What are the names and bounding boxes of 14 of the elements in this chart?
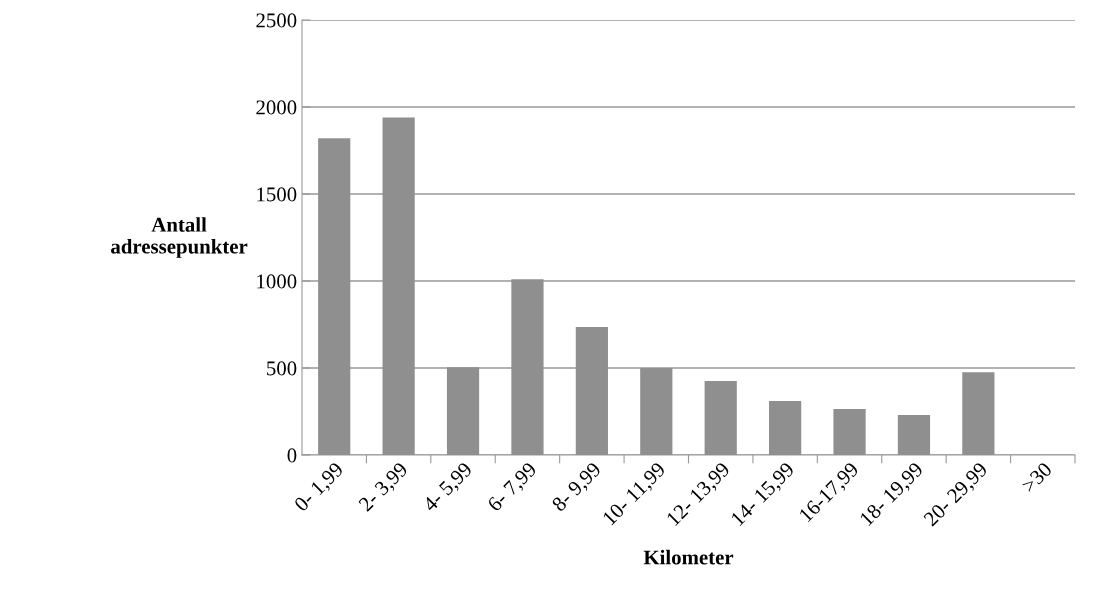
y-axis-title: Antall adressepunkter [111, 217, 248, 258]
x-tick-label: 4- 5,99 [422, 461, 475, 515]
y-tick-label: 500 [267, 361, 297, 376]
x-axis-title: Kilometer [643, 549, 734, 565]
x-tick-label: 2- 3,99 [358, 461, 411, 515]
y-tick-label: 0 [287, 448, 297, 463]
y-tick-label: 2000 [256, 100, 297, 115]
y-tick-label: 1000 [257, 274, 297, 289]
x-tick-label: 8- 9,99 [551, 461, 604, 515]
x-tick-label: >30 [1020, 461, 1053, 494]
y-tick-label: 1500 [257, 187, 297, 202]
y-tick-label: 2500 [256, 13, 297, 28]
x-tick-label: 6- 7,99 [486, 461, 540, 515]
x-tick-label: 0- 1,99 [293, 461, 347, 515]
